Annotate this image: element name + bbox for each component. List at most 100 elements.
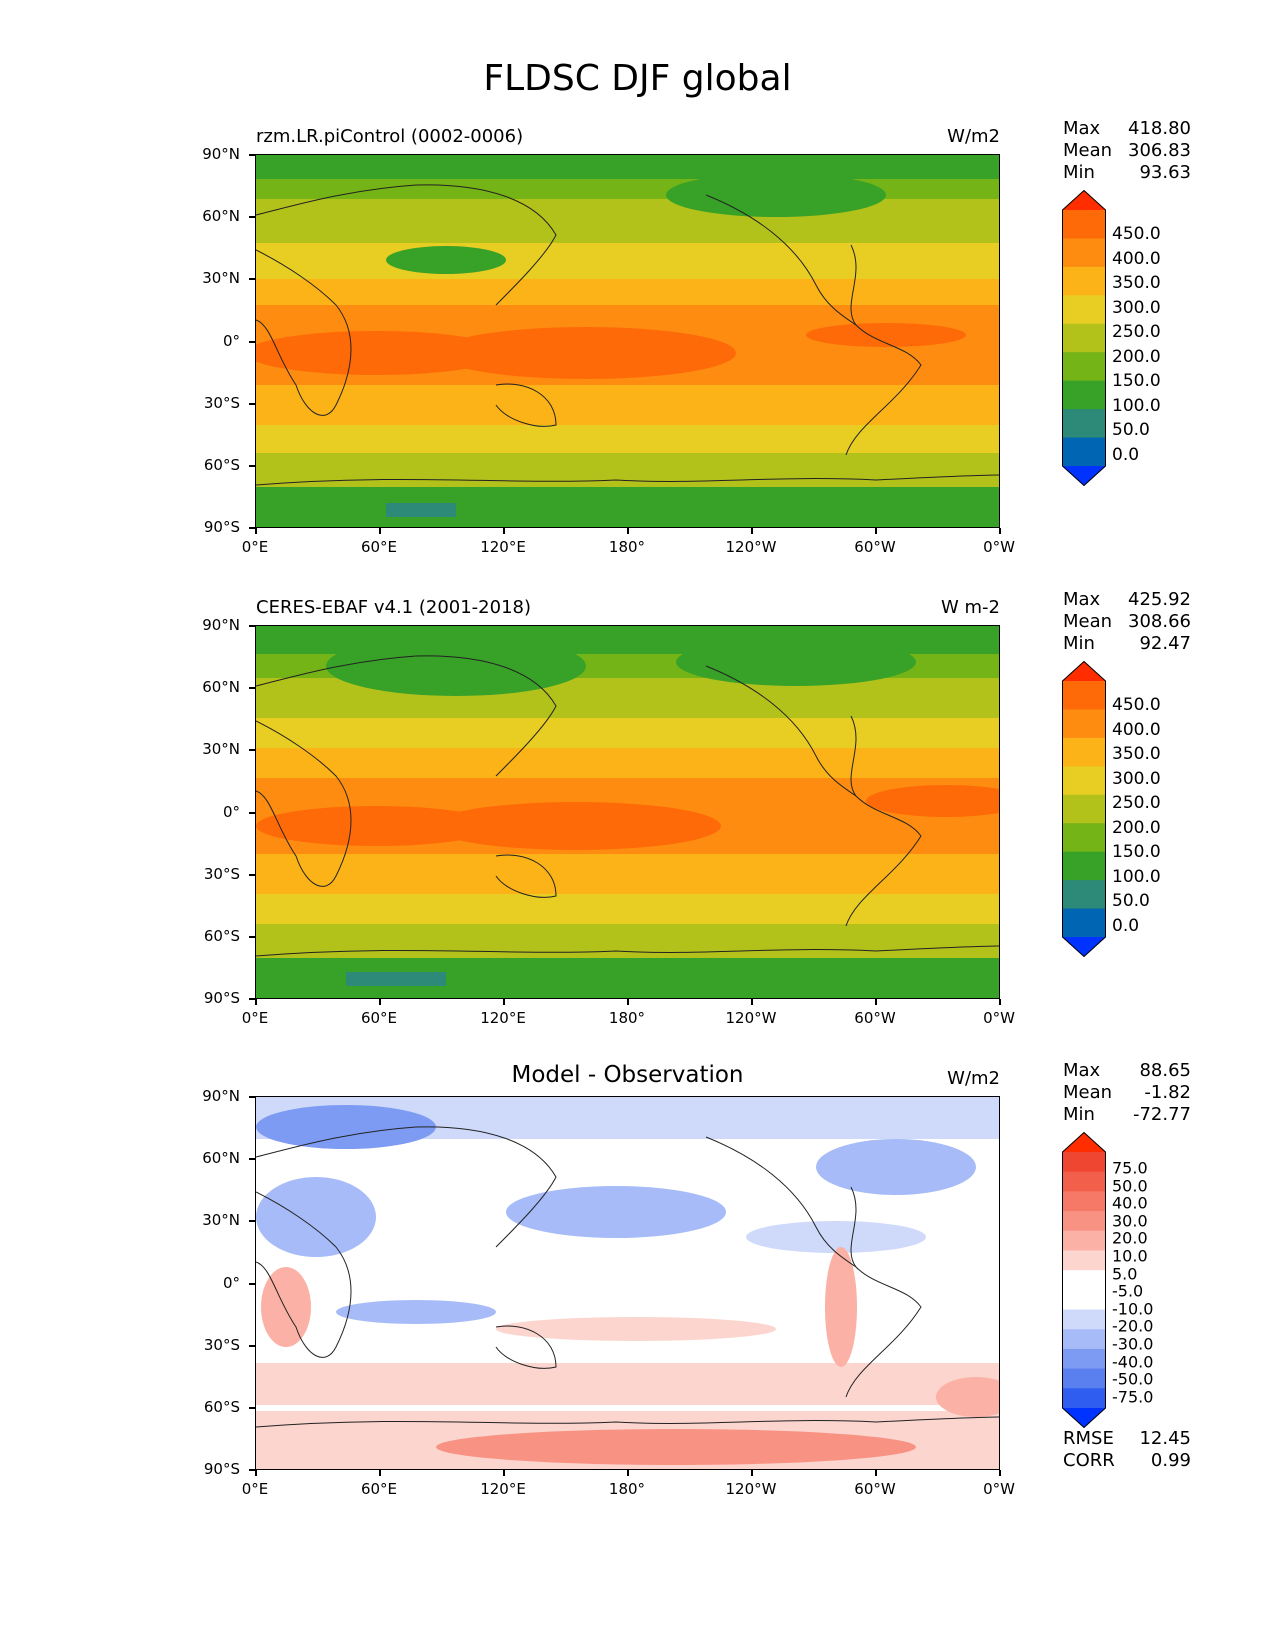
lat-label: 90°S [203, 989, 240, 1007]
stat-label: Mean [1063, 1082, 1113, 1103]
stat-label: Mean [1063, 140, 1113, 161]
colorbar-tick-label: -40.0 [1112, 1352, 1154, 1372]
stat-label: Max [1063, 118, 1101, 139]
lon-label: 60°W [854, 538, 896, 556]
lon-label: 60°W [854, 1009, 896, 1027]
colorbar-tick-label: -20.0 [1112, 1316, 1154, 1336]
colorbar-tick-label: -75.0 [1112, 1387, 1154, 1407]
main-title: FLDSC DJF global [483, 58, 792, 99]
colorbar-segment [1062, 908, 1106, 938]
lat-label: 0° [222, 803, 240, 821]
colorbar-tick-label: 50.0 [1112, 1176, 1148, 1196]
colorbar [1062, 1132, 1106, 1428]
colorbar-tick-label: 10.0 [1112, 1246, 1148, 1266]
lon-label: 60°W [854, 1480, 896, 1498]
colorbar-tick-label: 50.0 [1112, 891, 1150, 911]
lat-label: 0° [222, 332, 240, 350]
colorbar-extend-max [1062, 661, 1106, 681]
colorbar-segment [1062, 352, 1106, 382]
colorbar-segment [1062, 880, 1106, 910]
stat-label: Min [1063, 1104, 1095, 1125]
lat-label: 30°S [203, 865, 240, 883]
colorbar-segment [1062, 709, 1106, 739]
stat-min: -72.77 [1132, 1104, 1191, 1125]
stat-mean: 306.83 [1128, 140, 1191, 161]
metrics-block: RMSE 12.45 CORR 0.99 [1063, 1428, 1191, 1472]
colorbar-tick-label: -30.0 [1112, 1334, 1154, 1354]
lon-label: 180° [608, 1480, 646, 1498]
colorbar-extend-max [1062, 190, 1106, 210]
stat-max: 418.80 [1128, 118, 1191, 139]
lat-label: 60°S [203, 1398, 240, 1416]
colorbar-tick-label: 450.0 [1112, 695, 1161, 715]
colorbar-tick-label: 100.0 [1112, 866, 1161, 887]
colorbar-tick-label: 200.0 [1112, 346, 1161, 367]
panel-observation: CERES-EBAF v4.1 (2001-2018) W m-2 [0, 581, 1275, 1041]
colorbar-tick-label: 350.0 [1112, 273, 1161, 293]
lon-label: 120°W [725, 1480, 777, 1498]
lon-label: 0°E [241, 1480, 269, 1498]
lon-label: 0°W [983, 538, 1015, 556]
colorbar-tick-label: 400.0 [1112, 248, 1161, 269]
colorbar-segment [1062, 295, 1106, 325]
colorbar-tick-label: 300.0 [1112, 768, 1161, 789]
map-plot [255, 1096, 1000, 1470]
lon-label: 0°W [983, 1009, 1015, 1027]
colorbar-outline [1062, 661, 1106, 957]
lat-label: 30°S [203, 1336, 240, 1354]
colorbar-tick-label: 350.0 [1112, 744, 1161, 764]
stat-label: Max [1063, 1060, 1101, 1081]
lat-label: 30°N [202, 269, 240, 287]
units-label: W/m2 [947, 126, 1000, 147]
panel-model: rzm.LR.piControl (0002-0006) W/m2 [0, 110, 1275, 570]
colorbar-segment [1062, 1289, 1106, 1311]
lat-label: 90°N [202, 145, 240, 163]
lat-label: 0° [222, 1274, 240, 1292]
colorbar-tick-label: 40.0 [1112, 1193, 1148, 1213]
colorbar-tick-label: 150.0 [1112, 371, 1161, 391]
lon-label: 180° [608, 1009, 646, 1027]
lat-label: 90°N [202, 616, 240, 634]
colorbar-segment [1062, 1171, 1106, 1192]
lon-label: 0°E [241, 538, 269, 556]
colorbar-tick-label: 0.0 [1112, 444, 1140, 465]
lon-label: 120°E [480, 538, 526, 556]
colorbar-extend-min [1062, 1408, 1106, 1428]
colorbar-segment [1062, 681, 1106, 710]
lat-label: 60°N [202, 1149, 240, 1167]
stat-label: Min [1063, 633, 1095, 654]
colorbar-segment [1062, 851, 1106, 881]
colorbar-segment [1062, 1191, 1106, 1212]
stats-block: Max 418.80 Mean 306.83 Min 93.63 [1063, 118, 1191, 184]
colorbar [1062, 661, 1106, 957]
stat-mean: -1.82 [1144, 1082, 1191, 1103]
lon-label: 120°E [480, 1480, 526, 1498]
lat-label: 30°S [203, 394, 240, 412]
colorbar-segment [1062, 437, 1106, 467]
lat-label: 60°S [203, 927, 240, 945]
colorbar-segment [1062, 1329, 1106, 1350]
lon-label: 60°E [360, 538, 398, 556]
colorbar-tick-label: -5.0 [1112, 1281, 1144, 1301]
difference-map [256, 1097, 999, 1469]
lat-label: 90°N [202, 1087, 240, 1105]
map-plot [255, 154, 1000, 528]
colorbar-segment [1062, 1152, 1106, 1173]
panel-difference: Model - Observation W/m2 [0, 1052, 1275, 1512]
lat-label: 30°N [202, 740, 240, 758]
lat-label: 60°N [202, 207, 240, 225]
colorbar-outline [1062, 190, 1106, 486]
colorbar-tick-label: 250.0 [1112, 322, 1161, 342]
colorbar-extend-min [1062, 937, 1106, 957]
colorbar-segment [1062, 380, 1106, 410]
units-label: W m-2 [940, 597, 1000, 618]
metric-corr: 0.99 [1150, 1450, 1191, 1471]
lon-label: 60°E [360, 1480, 398, 1498]
panel-title: Model - Observation [511, 1062, 744, 1088]
colorbar-tick-label: 450.0 [1112, 224, 1161, 244]
stat-label: Min [1063, 162, 1095, 183]
lon-label: 0°W [983, 1480, 1015, 1498]
colorbar-segment [1062, 1388, 1106, 1409]
colorbar-segment [1062, 1230, 1106, 1251]
metric-label: CORR [1063, 1450, 1115, 1471]
